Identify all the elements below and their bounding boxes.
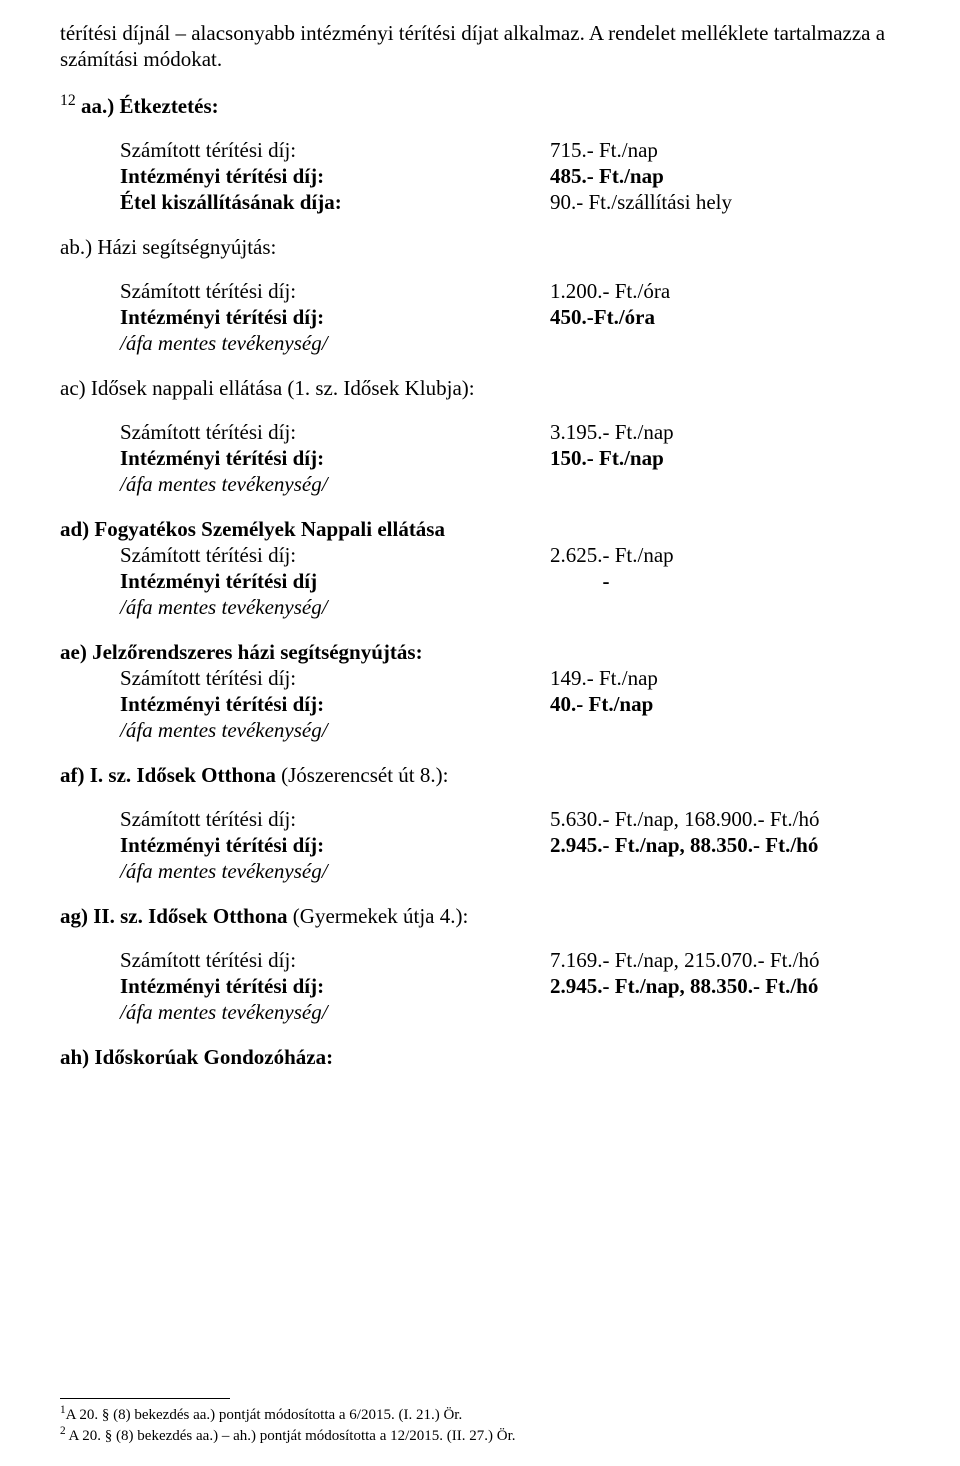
- fee-row: Intézményi térítési díj: 150.- Ft./nap: [120, 445, 900, 471]
- fee-row: /áfa mentes tevékenység/: [120, 717, 900, 743]
- fee-value: 715.- Ft./nap: [550, 137, 900, 163]
- fee-value: [550, 999, 900, 1025]
- fee-value: 149.- Ft./nap: [550, 665, 900, 691]
- fee-value: [550, 717, 900, 743]
- section-ab-rows: Számított térítési díj: 1.200.- Ft./óra …: [60, 278, 900, 357]
- footnote-text: A 20. § (8) bekezdés aa.) – ah.) pontját…: [66, 1428, 516, 1444]
- footnote-item: 2 A 20. § (8) bekezdés aa.) – ah.) pontj…: [60, 1424, 900, 1446]
- fee-label: Számított térítési díj:: [120, 542, 550, 568]
- fee-label: Számított térítési díj:: [120, 137, 550, 163]
- fee-row: /áfa mentes tevékenység/: [120, 999, 900, 1025]
- fee-label: Számított térítési díj:: [120, 278, 550, 304]
- fee-row: Számított térítési díj: 1.200.- Ft./óra: [120, 278, 900, 304]
- fee-row: Étel kiszállításának díja: 90.- Ft./szál…: [120, 189, 900, 215]
- fee-row: Számított térítési díj: 149.- Ft./nap: [120, 665, 900, 691]
- section-ah-heading: ah) Időskorúak Gondozóháza:: [60, 1044, 900, 1070]
- document-page: térítési díjnál – alacsonyabb intézményi…: [0, 0, 960, 1466]
- section-ag-heading: ag) II. sz. Idősek Otthona (Gyermekek út…: [60, 903, 900, 929]
- fee-label: Számított térítési díj:: [120, 665, 550, 691]
- fee-note: /áfa mentes tevékenység/: [120, 858, 550, 884]
- intro-text: térítési díjnál – alacsonyabb intézményi…: [60, 21, 885, 71]
- fee-value: 2.945.- Ft./nap, 88.350.- Ft./hó: [550, 832, 900, 858]
- fee-row: /áfa mentes tevékenység/: [120, 858, 900, 884]
- fee-value: 150.- Ft./nap: [550, 445, 900, 471]
- fee-note: /áfa mentes tevékenység/: [120, 330, 550, 356]
- fee-value: 1.200.- Ft./óra: [550, 278, 900, 304]
- fee-row: Intézményi térítési díj: 2.945.- Ft./nap…: [120, 832, 900, 858]
- fee-value: 7.169.- Ft./nap, 215.070.- Ft./hó: [550, 947, 900, 973]
- section-aa-heading: 12 aa.) Étkeztetés:: [60, 91, 900, 119]
- fee-label: Intézményi térítési díj:: [120, 445, 550, 471]
- section-ad-heading: ad) Fogyatékos Személyek Nappali ellátás…: [60, 516, 900, 542]
- section-ad-rows: Számított térítési díj: 2.625.- Ft./nap …: [60, 542, 900, 621]
- fee-label: Intézményi térítési díj:: [120, 163, 550, 189]
- fee-row: Intézményi térítési díj: 2.945.- Ft./nap…: [120, 973, 900, 999]
- fee-row: Számított térítési díj: 5.630.- Ft./nap,…: [120, 806, 900, 832]
- footnote-item: 1A 20. § (8) bekezdés aa.) pontját módos…: [60, 1403, 900, 1425]
- heading-text: aa.) Étkeztetés:: [76, 94, 219, 118]
- fee-row: /áfa mentes tevékenység/: [120, 330, 900, 356]
- fee-value: 90.- Ft./szállítási hely: [550, 189, 900, 215]
- fee-value: 40.- Ft./nap: [550, 691, 900, 717]
- fee-label: Intézményi térítési díj: [120, 568, 550, 594]
- fee-value: [550, 330, 900, 356]
- fee-row: Intézményi térítési díj: 450.-Ft./óra: [120, 304, 900, 330]
- footnote-text: A 20. § (8) bekezdés aa.) pontját módosí…: [66, 1407, 463, 1423]
- fee-label: Számított térítési díj:: [120, 419, 550, 445]
- fee-value: 450.-Ft./óra: [550, 304, 900, 330]
- fee-label: Intézményi térítési díj:: [120, 832, 550, 858]
- fee-label: Intézményi térítési díj:: [120, 973, 550, 999]
- fee-value: 2.625.- Ft./nap: [550, 542, 900, 568]
- fee-note: /áfa mentes tevékenység/: [120, 594, 550, 620]
- fee-label: Intézményi térítési díj:: [120, 304, 550, 330]
- section-aa-rows: Számított térítési díj: 715.- Ft./nap In…: [60, 137, 900, 216]
- section-af-rows: Számított térítési díj: 5.630.- Ft./nap,…: [60, 806, 900, 885]
- fee-row: Intézményi térítési díj -: [120, 568, 900, 594]
- footnote-separator: [60, 1398, 230, 1399]
- fee-row: /áfa mentes tevékenység/: [120, 594, 900, 620]
- fee-value: [550, 471, 900, 497]
- fee-label: Számított térítési díj:: [120, 806, 550, 832]
- section-ae-heading: ae) Jelzőrendszeres házi segítségnyújtás…: [60, 639, 900, 665]
- fee-label: Intézményi térítési díj:: [120, 691, 550, 717]
- section-ac-rows: Számított térítési díj: 3.195.- Ft./nap …: [60, 419, 900, 498]
- footnotes: 1A 20. § (8) bekezdés aa.) pontját módos…: [60, 1398, 900, 1447]
- fee-row: Intézményi térítési díj: 485.- Ft./nap: [120, 163, 900, 189]
- fee-value: 3.195.- Ft./nap: [550, 419, 900, 445]
- fee-note: /áfa mentes tevékenység/: [120, 999, 550, 1025]
- intro-paragraph: térítési díjnál – alacsonyabb intézményi…: [60, 20, 900, 73]
- fee-value: 485.- Ft./nap: [550, 163, 900, 189]
- section-ad: ad) Fogyatékos Személyek Nappali ellátás…: [60, 516, 900, 621]
- section-ae-rows: Számított térítési díj: 149.- Ft./nap In…: [60, 665, 900, 744]
- fee-note: /áfa mentes tevékenység/: [120, 717, 550, 743]
- heading-superscript: 12: [60, 92, 76, 109]
- section-ac-heading: ac) Idősek nappali ellátása (1. sz. Idős…: [60, 375, 900, 401]
- fee-label: Étel kiszállításának díja:: [120, 189, 550, 215]
- section-ae: ae) Jelzőrendszeres házi segítségnyújtás…: [60, 639, 900, 744]
- fee-row: Számított térítési díj: 7.169.- Ft./nap,…: [120, 947, 900, 973]
- heading-bold-part: ag) II. sz. Idősek Otthona: [60, 904, 293, 928]
- heading-tail: (Jószerencsét út 8.):: [281, 763, 448, 787]
- fee-value: 2.945.- Ft./nap, 88.350.- Ft./hó: [550, 973, 900, 999]
- fee-row: Számított térítési díj: 3.195.- Ft./nap: [120, 419, 900, 445]
- fee-value: 5.630.- Ft./nap, 168.900.- Ft./hó: [550, 806, 900, 832]
- section-ag-rows: Számított térítési díj: 7.169.- Ft./nap,…: [60, 947, 900, 1026]
- section-af-heading: af) I. sz. Idősek Otthona (Jószerencsét …: [60, 762, 900, 788]
- fee-label: Számított térítési díj:: [120, 947, 550, 973]
- fee-value: [550, 858, 900, 884]
- fee-value: -: [550, 568, 900, 594]
- heading-bold-part: af) I. sz. Idősek Otthona: [60, 763, 281, 787]
- fee-value: [550, 594, 900, 620]
- fee-row: Számított térítési díj: 2.625.- Ft./nap: [120, 542, 900, 568]
- fee-row: /áfa mentes tevékenység/: [120, 471, 900, 497]
- heading-tail: (Gyermekek útja 4.):: [293, 904, 469, 928]
- fee-row: Számított térítési díj: 715.- Ft./nap: [120, 137, 900, 163]
- fee-note: /áfa mentes tevékenység/: [120, 471, 550, 497]
- fee-row: Intézményi térítési díj: 40.- Ft./nap: [120, 691, 900, 717]
- section-ab-heading: ab.) Házi segítségnyújtás:: [60, 234, 900, 260]
